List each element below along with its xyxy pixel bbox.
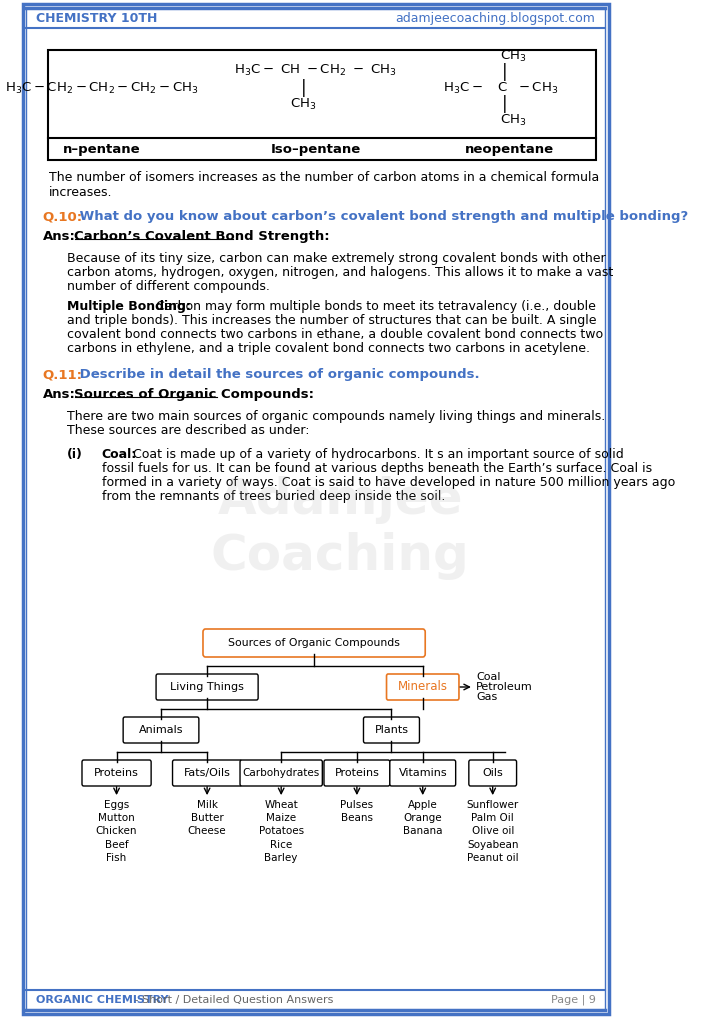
Text: $\mathregular{CH_3}$: $\mathregular{CH_3}$ <box>500 112 526 127</box>
Text: Q.11:: Q.11: <box>42 367 83 381</box>
Text: Vitamins: Vitamins <box>398 768 447 778</box>
Text: Coal: Coal <box>476 672 500 682</box>
Text: Pulses
Beans: Pulses Beans <box>341 800 374 824</box>
Text: (i): (i) <box>67 448 83 461</box>
Text: Animals: Animals <box>139 725 184 735</box>
FancyBboxPatch shape <box>203 629 426 657</box>
FancyBboxPatch shape <box>324 760 390 786</box>
Text: There are two main sources of organic compounds namely living things and mineral: There are two main sources of organic co… <box>67 410 606 423</box>
Text: Fats/Oils: Fats/Oils <box>184 768 230 778</box>
Text: Page | 9: Page | 9 <box>551 995 595 1005</box>
Text: Sunflower
Palm Oil
Olive oil
Soyabean
Peanut oil: Sunflower Palm Oil Olive oil Soyabean Pe… <box>467 800 519 863</box>
Text: $\mathregular{H_3C-\ CH\ -CH_2\ -\ CH_3}$: $\mathregular{H_3C-\ CH\ -CH_2\ -\ CH_3}… <box>234 62 397 77</box>
Text: Eggs
Mutton
Chicken
Beef
Fish: Eggs Mutton Chicken Beef Fish <box>96 800 138 863</box>
Text: formed in a variety of ways. Coat is said to have developed in nature 500 millio: formed in a variety of ways. Coat is sai… <box>102 476 675 489</box>
Text: Proteins: Proteins <box>94 768 139 778</box>
FancyBboxPatch shape <box>364 717 420 743</box>
Text: Oils: Oils <box>482 768 503 778</box>
Text: $\mathregular{H_3C-CH_2-CH_2-CH_2-CH_3}$: $\mathregular{H_3C-CH_2-CH_2-CH_2-CH_3}$ <box>5 80 199 96</box>
Text: Because of its tiny size, carbon can make extremely strong covalent bonds with o: Because of its tiny size, carbon can mak… <box>67 252 606 265</box>
FancyBboxPatch shape <box>390 760 456 786</box>
FancyBboxPatch shape <box>123 717 199 743</box>
Text: $\mathregular{H_3C-\ \ \ C\ \ -CH_3}$: $\mathregular{H_3C-\ \ \ C\ \ -CH_3}$ <box>444 80 559 96</box>
Text: Living Things: Living Things <box>170 682 244 692</box>
Text: Multiple Bonding:: Multiple Bonding: <box>67 300 191 313</box>
Text: number of different compounds.: number of different compounds. <box>67 280 270 293</box>
Text: Sources of Organic Compounds:: Sources of Organic Compounds: <box>73 388 314 401</box>
Text: Describe in detail the sources of organic compounds.: Describe in detail the sources of organi… <box>76 367 480 381</box>
Text: Proteins: Proteins <box>335 768 379 778</box>
FancyBboxPatch shape <box>387 674 459 700</box>
Text: |: | <box>300 79 306 97</box>
Text: The number of isomers increases as the number of carbon atoms in a chemical form: The number of isomers increases as the n… <box>49 171 599 184</box>
Text: |: | <box>503 95 508 113</box>
Text: adamjeecoaching.blogspot.com: adamjeecoaching.blogspot.com <box>396 11 595 24</box>
Text: What do you know about carbon’s covalent bond strength and multiple bonding?: What do you know about carbon’s covalent… <box>76 210 688 223</box>
Text: Coat is made up of a variety of hydrocarbons. It s an important source of solid: Coat is made up of a variety of hydrocar… <box>129 448 624 461</box>
Text: Gas: Gas <box>476 692 498 702</box>
Text: Plants: Plants <box>374 725 408 735</box>
FancyBboxPatch shape <box>240 760 323 786</box>
FancyBboxPatch shape <box>156 674 258 700</box>
Text: Sources of Organic Compounds: Sources of Organic Compounds <box>228 638 400 648</box>
Text: carbon atoms, hydrogen, oxygen, nitrogen, and halogens. This allows it to make a: carbon atoms, hydrogen, oxygen, nitrogen… <box>67 266 613 279</box>
Text: These sources are described as under:: These sources are described as under: <box>67 425 310 437</box>
FancyBboxPatch shape <box>469 760 516 786</box>
Text: Apple
Orange
Banana: Apple Orange Banana <box>403 800 443 837</box>
Text: $\mathregular{CH_3}$: $\mathregular{CH_3}$ <box>290 97 317 112</box>
Text: Iso–pentane: Iso–pentane <box>271 143 361 156</box>
Text: fossil fuels for us. It can be found at various depths beneath the Earth’s surfa: fossil fuels for us. It can be found at … <box>102 462 652 475</box>
FancyBboxPatch shape <box>173 760 242 786</box>
Text: - Short / Detailed Question Answers: - Short / Detailed Question Answers <box>130 995 333 1005</box>
Text: Carbon may form multiple bonds to meet its tetravalency (i.e., double: Carbon may form multiple bonds to meet i… <box>152 300 596 313</box>
Text: ORGANIC CHEMISTRY: ORGANIC CHEMISTRY <box>36 995 168 1005</box>
Text: Adamjee
Coaching: Adamjee Coaching <box>211 476 470 580</box>
Text: Carbon’s Covalent Bond Strength:: Carbon’s Covalent Bond Strength: <box>73 230 329 243</box>
Text: Wheat
Maize
Potatoes
Rice
Barley: Wheat Maize Potatoes Rice Barley <box>258 800 304 863</box>
Text: Coal:: Coal: <box>102 448 137 461</box>
Text: Ans:: Ans: <box>42 388 76 401</box>
Text: carbons in ethylene, and a triple covalent bond connects two carbons in acetylen: carbons in ethylene, and a triple covale… <box>67 342 590 355</box>
FancyBboxPatch shape <box>48 50 595 160</box>
Text: neopentane: neopentane <box>464 143 554 156</box>
FancyBboxPatch shape <box>23 4 608 1014</box>
Text: n–pentane: n–pentane <box>63 143 140 156</box>
FancyBboxPatch shape <box>26 8 606 1010</box>
Text: CHEMISTRY 10TH: CHEMISTRY 10TH <box>36 11 157 24</box>
Text: Petroleum: Petroleum <box>476 682 533 692</box>
Text: Milk
Butter
Cheese: Milk Butter Cheese <box>188 800 226 837</box>
Text: and triple bonds). This increases the number of structures that can be built. A : and triple bonds). This increases the nu… <box>67 314 597 327</box>
Text: increases.: increases. <box>49 186 112 199</box>
Text: covalent bond connects two carbons in ethane, a double covalent bond connects tw: covalent bond connects two carbons in et… <box>67 328 603 341</box>
Text: Q.10:: Q.10: <box>42 210 83 223</box>
Text: from the remnants of trees buried deep inside the soil.: from the remnants of trees buried deep i… <box>102 490 445 503</box>
Text: |: | <box>503 63 508 81</box>
Text: Minerals: Minerals <box>397 680 448 693</box>
Text: Ans:: Ans: <box>42 230 76 243</box>
FancyBboxPatch shape <box>82 760 151 786</box>
Text: $\mathregular{CH_3}$: $\mathregular{CH_3}$ <box>500 49 526 63</box>
Text: Carbohydrates: Carbohydrates <box>243 768 320 778</box>
